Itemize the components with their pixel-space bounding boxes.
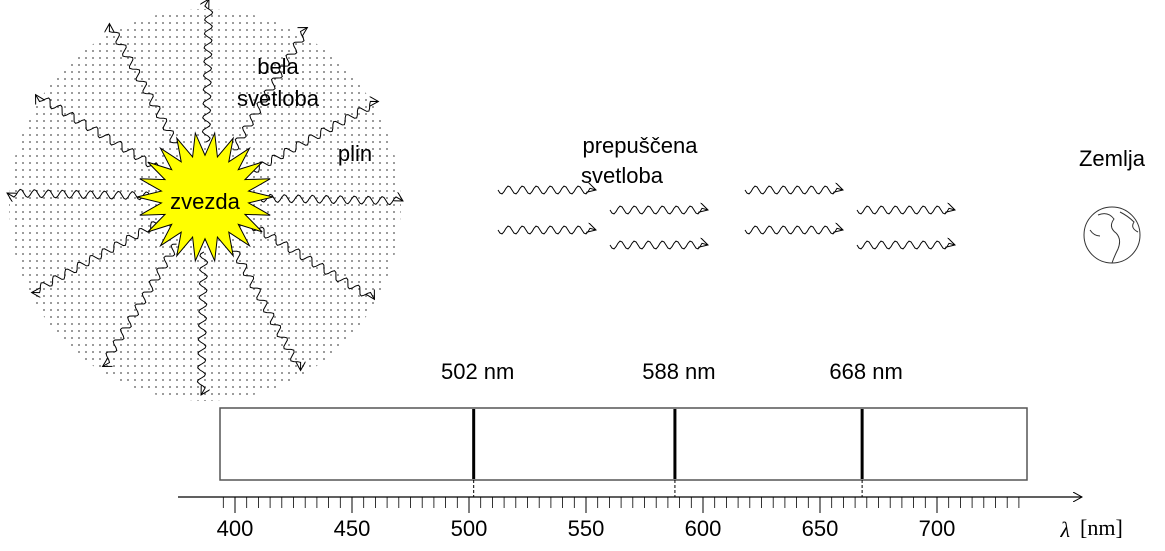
light-ray [229, 244, 301, 370]
light-ray [259, 194, 403, 206]
axis-symbol: λ [1059, 517, 1070, 542]
light-ray [856, 241, 955, 250]
star [136, 131, 274, 263]
line-label: 668 nm [829, 359, 902, 384]
light-ray [7, 188, 151, 199]
light-ray [251, 225, 374, 299]
light-ray [196, 251, 207, 395]
light-rays [7, 0, 955, 395]
x-tick-label: 700 [919, 516, 956, 541]
light-ray [103, 243, 177, 366]
earth-label: Zemlja [1079, 146, 1146, 171]
light-ray [744, 186, 843, 195]
x-tick-label: 500 [451, 516, 488, 541]
line-label: 502 nm [441, 359, 514, 384]
light-ray [32, 221, 158, 293]
axis-unit: [nm] [1080, 515, 1123, 540]
spectrum-box [219, 407, 1028, 481]
light-label: bela [257, 54, 299, 79]
light-ray [856, 206, 955, 215]
transmitted-label: prepuščena [583, 133, 699, 158]
x-tick-label: 550 [568, 516, 605, 541]
light-ray [202, 0, 214, 143]
x-tick-label: 450 [334, 516, 371, 541]
light-ray [497, 186, 596, 195]
line-label: 588 nm [642, 359, 715, 384]
light-ray [36, 95, 159, 169]
light-ray [744, 226, 843, 235]
light-ray [109, 24, 181, 150]
light-ray [609, 241, 708, 250]
transmitted-label: svetloba [581, 163, 664, 188]
x-tick-label: 650 [802, 516, 839, 541]
light-ray [497, 226, 596, 235]
x-tick-label: 600 [685, 516, 722, 541]
light-ray [609, 206, 708, 215]
earth [1083, 206, 1141, 264]
light-ray [233, 28, 307, 151]
axis: 400 450 500 550 600 650 700 502 nm 588 nm 668 nm [217, 359, 1020, 541]
star-label: zvezda [170, 189, 240, 214]
gas-label: plin [338, 141, 372, 166]
light-label: svetloba [237, 86, 320, 111]
x-tick-label: 400 [217, 516, 254, 541]
light-ray [252, 101, 378, 173]
